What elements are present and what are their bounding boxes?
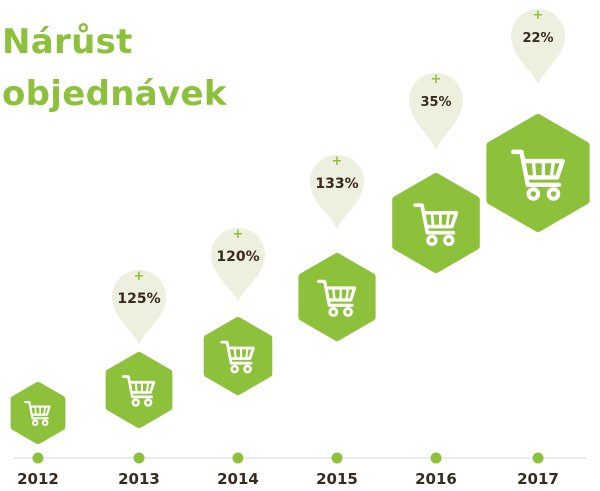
hexagon-shape: [392, 173, 480, 273]
growth-pin: +120%: [210, 227, 265, 302]
x-tick-label: 2014: [217, 470, 259, 488]
bar-hexagon: [298, 253, 376, 341]
x-axis-dot: [232, 452, 244, 464]
pin-shape: [310, 155, 364, 229]
x-axis-dot: [32, 452, 44, 464]
growth-pin: +22%: [511, 8, 565, 84]
x-tick-label: 2017: [517, 470, 559, 488]
growth-data-label: 35%: [420, 95, 451, 110]
chart-title-line-1: Nárůst: [2, 22, 133, 62]
x-axis-dot: [133, 452, 145, 464]
bar-hexagon: [486, 114, 590, 232]
growth-data-label: 22%: [522, 31, 553, 46]
hexagon-shape: [486, 114, 590, 232]
bar-hexagon: [105, 352, 173, 428]
plus-icon: +: [332, 154, 343, 169]
plus-icon: +: [233, 227, 244, 242]
hexagon-shape: [10, 382, 66, 444]
x-tick-label: 2013: [118, 470, 160, 488]
x-axis-dot: [430, 452, 442, 464]
hexagon-shape: [298, 253, 376, 341]
pin-shape: [112, 270, 166, 345]
pin-shape: [511, 9, 565, 84]
growth-pin: +35%: [408, 72, 463, 150]
growth-data-label: 125%: [117, 291, 160, 307]
x-axis-dot: [532, 452, 544, 464]
plus-icon: +: [533, 8, 544, 23]
growth-pin: +133%: [310, 154, 364, 229]
hexagon-shape: [105, 352, 173, 428]
bar-hexagon: [203, 317, 273, 395]
pin-shape: [408, 72, 463, 150]
plus-icon: +: [431, 72, 442, 87]
growth-pin: +125%: [112, 269, 166, 345]
x-tick-label: 2016: [415, 470, 457, 488]
growth-data-label: 120%: [216, 249, 259, 265]
hexagon-shape: [203, 317, 273, 395]
x-tick-label: 2012: [17, 470, 59, 488]
chart-title: Nárůst objednávek: [2, 16, 227, 120]
x-axis-dot: [331, 452, 343, 464]
bar-hexagon: [10, 382, 66, 444]
x-tick-label: 2015: [316, 470, 358, 488]
plus-icon: +: [134, 269, 145, 284]
growth-data-label: 133%: [315, 176, 358, 192]
bar-hexagon: [392, 173, 480, 273]
chart-title-line-2: objednávek: [2, 74, 227, 114]
pin-shape: [210, 227, 265, 302]
